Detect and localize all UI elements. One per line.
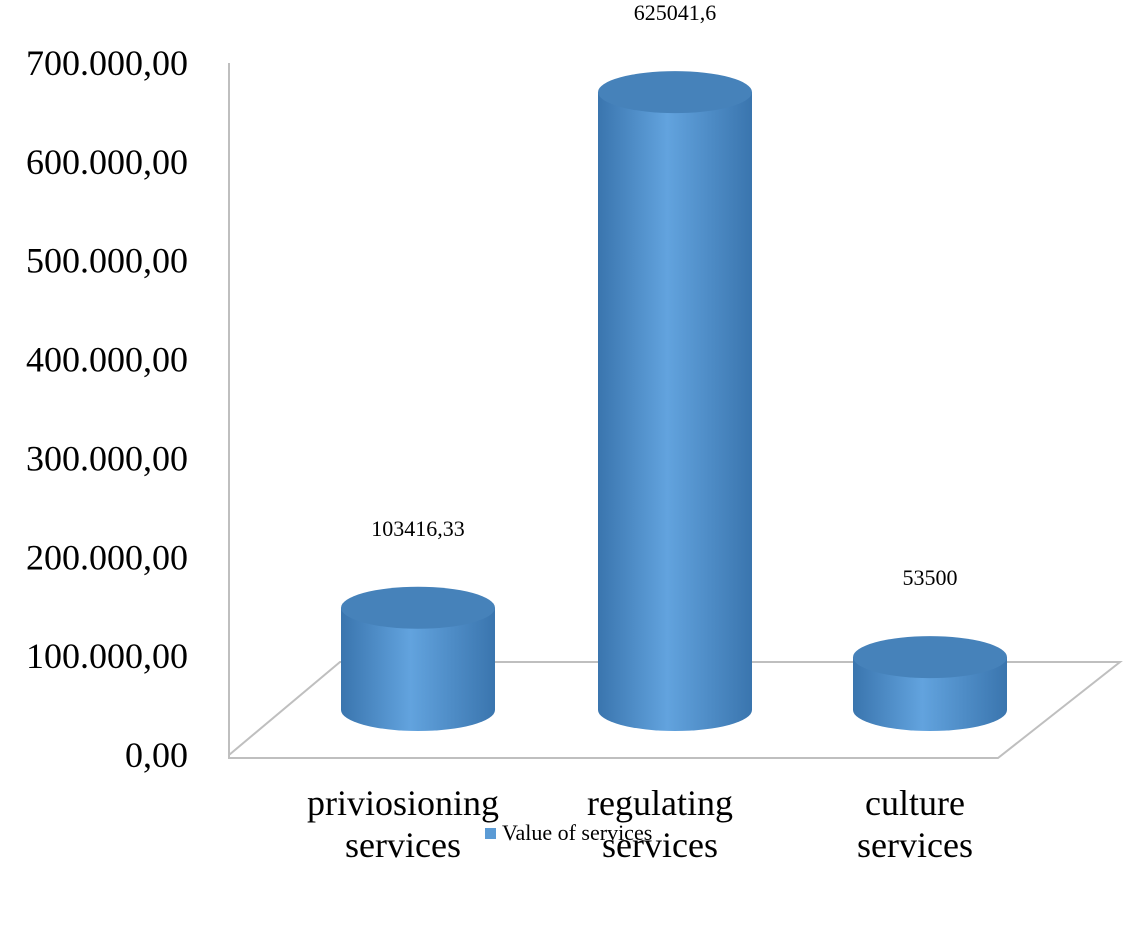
x-tick-label: regulating xyxy=(587,783,733,823)
y-tick-label: 300.000,00 xyxy=(26,438,188,478)
bar-body xyxy=(853,657,1007,731)
bar-top xyxy=(853,636,1007,679)
x-tick-label: services xyxy=(857,825,973,865)
y-tick-label: 0,00 xyxy=(125,735,188,775)
y-tick-label: 500.000,00 xyxy=(26,241,188,281)
legend-swatch xyxy=(485,827,496,839)
y-tick-label: 400.000,00 xyxy=(26,340,188,380)
x-tick-label: priviosioning xyxy=(307,783,499,823)
legend-label: Value of services xyxy=(502,820,653,845)
y-tick-label: 700.000,00 xyxy=(26,43,188,83)
x-tick-label: services xyxy=(345,825,461,865)
bar-body xyxy=(598,92,752,731)
legend: Value of services xyxy=(485,820,652,846)
chart-floor xyxy=(228,661,1123,759)
bar-top xyxy=(341,586,495,629)
data-label: 625041,6 xyxy=(634,0,717,25)
y-tick-label: 100.000,00 xyxy=(26,636,188,676)
bar-body xyxy=(341,607,495,731)
data-label: 53500 xyxy=(903,565,958,590)
bar-top xyxy=(598,71,752,114)
bar-1 xyxy=(341,586,495,731)
x-tick-label: culture xyxy=(865,783,965,823)
x-tick-label: services xyxy=(602,825,718,865)
data-label: 103416,33 xyxy=(371,516,465,541)
y-tick-label: 200.000,00 xyxy=(26,537,188,577)
bar-2 xyxy=(598,71,752,731)
y-tick-label: 600.000,00 xyxy=(26,142,188,182)
bar-3 xyxy=(853,636,1007,731)
